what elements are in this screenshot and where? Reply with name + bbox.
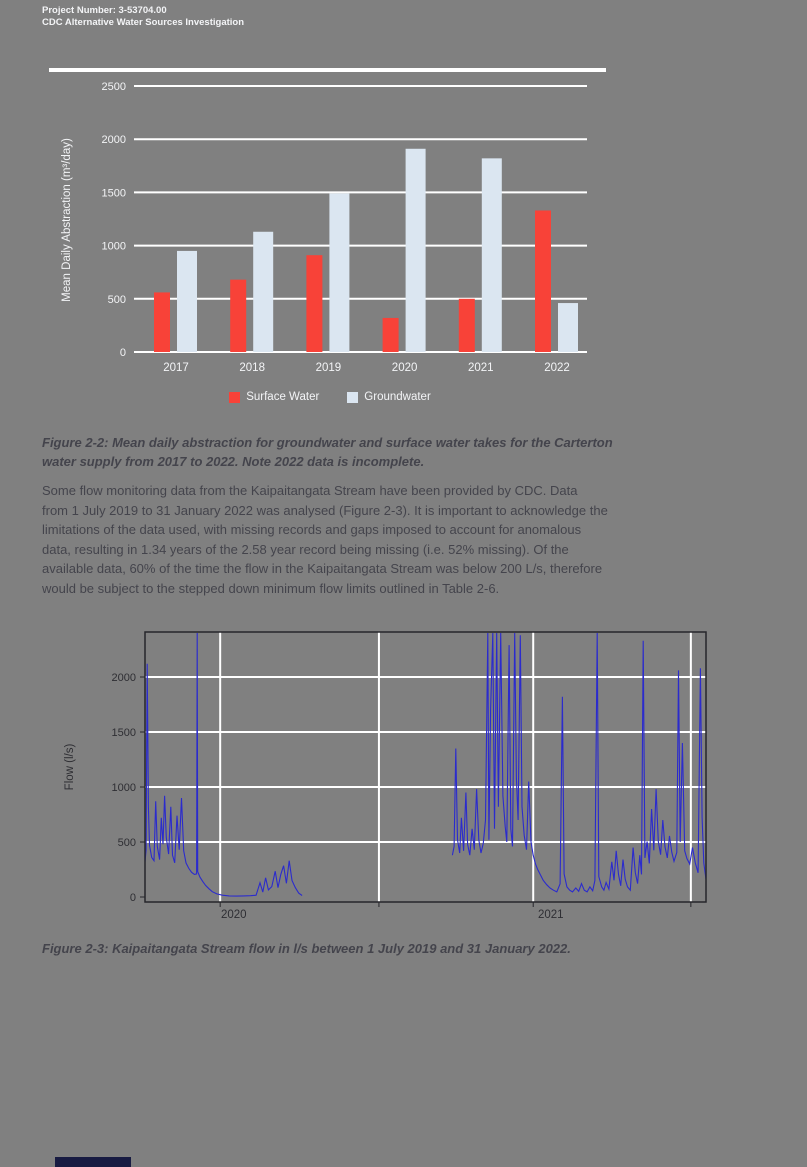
bar-chart-y-axis-title: Mean Daily Abstraction (m³/day): [61, 138, 73, 302]
flow-series-line: [451, 632, 707, 893]
bar-groundwater-2017: [177, 250, 197, 352]
bar-groundwater-2018: [253, 231, 274, 352]
figure-2-2-caption-line: Figure 2-2: Mean daily abstraction for g…: [42, 435, 613, 450]
line-chart-y-tick-label: 1000: [112, 782, 136, 794]
bar-surface-water-2019: [306, 255, 323, 352]
stream-flow-line-chart: 0 500 1000 1500 2000 2020 2021 Flow (l/s): [64, 631, 707, 921]
figure-2-2-caption-line: water supply from 2017 to 2022. Note 202…: [42, 454, 425, 469]
bar-chart-x-tick-label: 2017: [163, 362, 189, 374]
body-paragraph: Some flow monitoring data from the Kaipa…: [42, 481, 787, 598]
footer-logo-bar: [55, 1157, 131, 1167]
bar-surface-water-2022: [535, 210, 551, 352]
line-chart-y-axis-title: Flow (l/s): [64, 744, 76, 791]
line-chart-y-tick-label: 500: [118, 837, 136, 849]
line-chart-y-tick-label: 1500: [112, 727, 136, 739]
project-number: Project Number: 3-53704.00: [42, 5, 167, 16]
line-chart-y-tick-label: 0: [130, 892, 136, 904]
legend-label-groundwater: Groundwater: [364, 391, 431, 403]
bar-groundwater-2022: [558, 303, 578, 352]
bar-chart-x-tick-label: 2019: [316, 362, 342, 374]
bar-surface-water-2017: [154, 292, 170, 352]
bar-chart-y-tick-label: 0: [120, 347, 126, 359]
legend-label-surface-water: Surface Water: [246, 391, 320, 403]
bar-surface-water-2021: [458, 298, 475, 352]
paragraph-line: would be subject to the stepped down min…: [42, 580, 500, 596]
groundwater-swatch-icon: [347, 391, 359, 403]
figure-2-2-caption: Figure 2-2: Mean daily abstraction for g…: [42, 433, 782, 471]
bar-chart-legend: Surface Water Groundwater: [40, 391, 620, 403]
bar-chart-x-tick-label: 2020: [392, 362, 418, 374]
bar-chart-x-tick-label: 2022: [544, 362, 570, 374]
divider-line: [49, 68, 606, 72]
bar-surface-water-2020: [382, 317, 399, 352]
surface-water-swatch-icon: [229, 391, 241, 403]
page-header: Project Number: 3-53704.00 CDC Alternati…: [42, 5, 244, 29]
line-chart-border: [144, 631, 707, 903]
line-chart-x-tick-label: 2021: [538, 909, 564, 921]
bar-groundwater-2021: [481, 158, 502, 352]
bar-surface-water-2018: [230, 279, 247, 352]
figure-2-3-caption: Figure 2-3: Kaipaitangata Stream flow in…: [42, 939, 782, 958]
paragraph-line: Some flow monitoring data from the Kaipa…: [42, 483, 578, 498]
report-title: CDC Alternative Water Sources Investigat…: [42, 17, 245, 28]
bar-chart-y-tick-label: 1500: [102, 187, 126, 199]
line-chart-x-tick-label: 2020: [221, 909, 247, 921]
bar-groundwater-2020: [405, 148, 426, 352]
paragraph-line: from 1 July 2019 to 31 January 2022 was …: [42, 502, 608, 518]
bar-chart-x-tick-label: 2021: [468, 362, 494, 374]
paragraph-line: available data, 60% of the time the flow…: [42, 561, 603, 576]
figure-2-3-caption-line: Figure 2-3: Kaipaitangata Stream flow in…: [42, 941, 571, 956]
flow-series-line: [144, 632, 303, 897]
paragraph-line: data, resulting in 1.34 years of the 2.5…: [42, 541, 569, 557]
bar-chart-y-tick-label: 1000: [102, 241, 126, 253]
line-chart-y-tick-label: 2000: [112, 672, 136, 684]
bar-groundwater-2019: [329, 193, 350, 352]
bar-chart-y-tick-label: 2000: [102, 134, 126, 146]
bar-chart-y-tick-label: 500: [108, 294, 126, 306]
legend-item-surface-water: Surface Water: [229, 391, 319, 403]
legend-item-groundwater: Groundwater: [347, 391, 431, 403]
bar-chart-x-tick-label: 2018: [239, 362, 265, 374]
paragraph-line: limitations of the data used, with missi…: [42, 522, 582, 537]
abstraction-bar-chart: 0 500 1000 1500 2000 2500 Mean Daily Abstracti…: [49, 68, 606, 374]
bar-chart-y-tick-label: 2500: [102, 81, 126, 93]
